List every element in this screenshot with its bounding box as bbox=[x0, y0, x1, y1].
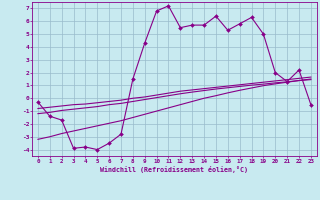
X-axis label: Windchill (Refroidissement éolien,°C): Windchill (Refroidissement éolien,°C) bbox=[100, 166, 248, 173]
